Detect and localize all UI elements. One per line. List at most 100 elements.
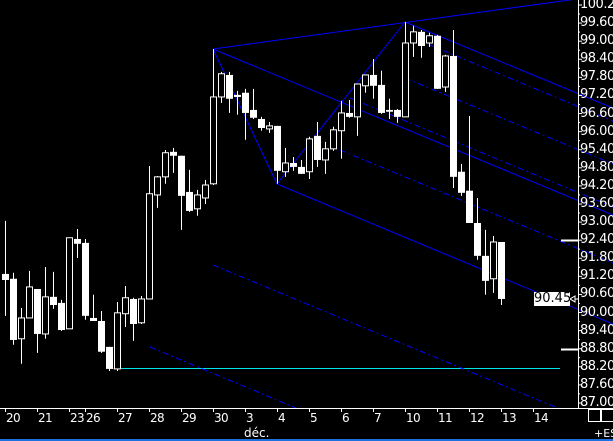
date-tick-label: 26 — [86, 411, 101, 425]
candle-up — [210, 96, 217, 185]
candle-down — [234, 94, 241, 97]
candle-down — [50, 296, 57, 305]
candle-down — [2, 273, 9, 280]
candle-down — [466, 190, 473, 223]
candle-up — [154, 176, 161, 196]
candle-up — [410, 31, 417, 44]
candle-down — [394, 109, 401, 117]
price-tick-label: 95.40 — [580, 142, 613, 157]
candle-up — [282, 162, 289, 173]
candle-down — [498, 241, 505, 299]
candle-down — [258, 118, 265, 129]
candle-down — [74, 238, 81, 244]
candle-up — [122, 297, 129, 315]
candle-down — [418, 31, 425, 47]
trendline-dashed — [149, 346, 297, 409]
price-tick-label: 89.40 — [580, 323, 613, 338]
price-tick-label: 91.20 — [580, 269, 613, 284]
date-tick-label: 11 — [438, 411, 453, 425]
trendline — [212, 48, 613, 216]
trendline-dashed — [212, 264, 561, 410]
candle-up — [26, 286, 33, 319]
candle-down — [170, 151, 177, 156]
price-tick-label: 96.00 — [580, 124, 613, 139]
candle-up — [66, 237, 73, 330]
candle-down — [178, 155, 185, 196]
candle-down — [186, 191, 193, 211]
candle-up — [146, 193, 153, 300]
date-tick-label: 20 — [6, 411, 21, 425]
price-tick-label: 93.60 — [580, 196, 613, 211]
candle-up — [202, 184, 209, 199]
date-tick-label: 13 — [502, 411, 517, 425]
candle-down — [482, 255, 489, 281]
date-tick-label: 30 — [214, 411, 229, 425]
candle-down — [298, 166, 305, 174]
price-tick-label: 99.60 — [580, 16, 613, 31]
candle-down — [10, 278, 17, 340]
candle-down — [378, 84, 385, 113]
date-tick-label: 21 — [38, 411, 53, 425]
candle-down — [34, 289, 41, 334]
candle-down — [274, 125, 281, 171]
date-tick-label: 28 — [150, 411, 165, 425]
date-tick-label: 5 — [310, 411, 318, 425]
candle-up — [490, 241, 497, 280]
candle-up — [194, 194, 201, 210]
candle-down — [226, 74, 233, 99]
date-tick-label: 27 — [118, 411, 133, 425]
price-tick-label: 87.00 — [580, 395, 613, 410]
candle-down — [130, 298, 137, 324]
date-tick-label: 10 — [406, 411, 421, 425]
candle-up — [306, 138, 313, 173]
date-tick-label: 14 — [534, 411, 549, 425]
candle-down — [474, 222, 481, 256]
chart-option-box[interactable] — [588, 409, 601, 422]
price-tick-label: 90.00 — [580, 305, 613, 320]
last-price-label: 90.45 — [534, 291, 570, 306]
candle-up — [18, 317, 25, 340]
candle-up — [218, 73, 225, 98]
candle-down — [90, 317, 97, 321]
symbol-label: +ES — [594, 427, 613, 440]
candle-down — [314, 135, 321, 160]
candle-up — [402, 42, 409, 118]
price-tick-label: 99.00 — [580, 34, 613, 49]
price-tick-label: 94.80 — [580, 160, 613, 175]
chart-option-box[interactable] — [601, 409, 613, 422]
price-tick-label: 90.60 — [580, 287, 613, 302]
candle-up — [114, 312, 121, 370]
last-price-arrow-icon — [569, 295, 578, 303]
price-tick-label: 93.00 — [580, 215, 613, 230]
price-tick-label: 87.60 — [580, 377, 613, 392]
candle-up — [426, 35, 433, 44]
candle-down — [242, 92, 249, 113]
candle-down — [106, 346, 113, 369]
candle-up — [162, 152, 169, 178]
candle-up — [354, 83, 361, 118]
candle-down — [346, 112, 353, 117]
candle-up — [330, 129, 337, 150]
price-tick-label: 88.80 — [580, 341, 613, 356]
trendline-dashed — [349, 97, 613, 208]
candle-down — [82, 242, 89, 316]
date-tick-label: 4 — [278, 411, 286, 425]
price-tick-label: 98.40 — [580, 52, 613, 67]
candle-down — [58, 302, 65, 331]
candle-down — [290, 162, 297, 167]
candle-up — [338, 112, 345, 132]
candle-up — [42, 296, 49, 335]
candle-down — [370, 74, 377, 86]
date-tick-label: 12 — [470, 411, 485, 425]
date-tick-label: 7 — [374, 411, 382, 425]
price-tick-label: 96.60 — [580, 106, 613, 121]
price-tick-label: 91.80 — [580, 251, 613, 266]
candle-down — [250, 109, 257, 118]
price-tick-label: 88.20 — [580, 359, 613, 374]
candle-up — [442, 55, 449, 88]
trendline — [212, 0, 574, 50]
candle-down — [434, 35, 441, 89]
candle-up — [322, 148, 329, 161]
candle-down — [450, 55, 457, 177]
